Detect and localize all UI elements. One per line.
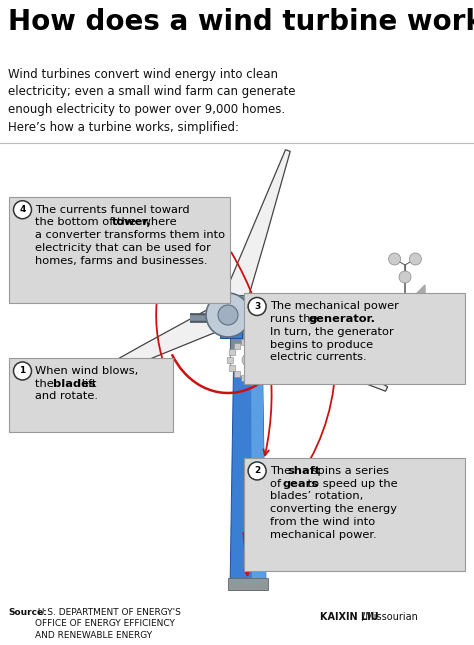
Text: electricity that can be used for: electricity that can be used for <box>36 243 211 253</box>
FancyBboxPatch shape <box>249 339 255 346</box>
Circle shape <box>399 271 411 283</box>
Text: of: of <box>270 479 285 489</box>
Text: The currents funnel toward: The currents funnel toward <box>36 204 190 215</box>
FancyBboxPatch shape <box>234 343 240 349</box>
Polygon shape <box>230 335 266 590</box>
Text: U.S. DEPARTMENT OF ENERGY'S
OFFICE OF ENERGY EFFICIENCY
AND RENEWABLE ENERGY: U.S. DEPARTMENT OF ENERGY'S OFFICE OF EN… <box>35 608 181 640</box>
FancyBboxPatch shape <box>263 357 269 363</box>
Text: begins to produce: begins to produce <box>270 340 373 350</box>
FancyBboxPatch shape <box>9 358 173 432</box>
Text: the bottom of the: the bottom of the <box>36 217 140 228</box>
Text: gears: gears <box>283 479 319 489</box>
FancyBboxPatch shape <box>229 365 235 371</box>
Ellipse shape <box>292 303 347 341</box>
Text: electric currents.: electric currents. <box>270 352 367 362</box>
Circle shape <box>206 293 250 337</box>
Circle shape <box>242 354 254 366</box>
Circle shape <box>389 253 401 265</box>
FancyBboxPatch shape <box>249 375 255 381</box>
Text: and rotate.: and rotate. <box>36 392 99 401</box>
Text: KAIXIN LIU: KAIXIN LIU <box>320 612 379 622</box>
Text: spins a series: spins a series <box>309 466 390 476</box>
FancyBboxPatch shape <box>228 578 268 590</box>
Text: blades’ rotation,: blades’ rotation, <box>270 491 364 501</box>
FancyBboxPatch shape <box>355 312 371 328</box>
Text: a converter transforms them into: a converter transforms them into <box>36 230 226 240</box>
Text: The mechanical power: The mechanical power <box>270 301 399 312</box>
Text: generator.: generator. <box>309 314 375 324</box>
Text: When wind blows,: When wind blows, <box>36 366 139 376</box>
FancyBboxPatch shape <box>229 349 235 355</box>
FancyBboxPatch shape <box>244 458 465 571</box>
Text: the: the <box>36 379 58 389</box>
Text: where: where <box>138 217 176 228</box>
Text: lift: lift <box>78 379 97 389</box>
FancyBboxPatch shape <box>220 303 242 338</box>
Circle shape <box>410 253 421 265</box>
FancyBboxPatch shape <box>261 349 267 355</box>
FancyBboxPatch shape <box>261 365 267 371</box>
Circle shape <box>13 362 31 380</box>
Polygon shape <box>417 285 425 300</box>
FancyBboxPatch shape <box>241 339 247 346</box>
Text: In turn, the generator: In turn, the generator <box>270 327 394 337</box>
FancyBboxPatch shape <box>230 295 350 350</box>
Text: blades: blades <box>53 379 95 389</box>
FancyBboxPatch shape <box>244 293 465 384</box>
FancyBboxPatch shape <box>9 197 230 303</box>
Text: from the wind into: from the wind into <box>270 517 375 527</box>
FancyBboxPatch shape <box>256 371 262 377</box>
Text: converting the energy: converting the energy <box>270 504 397 514</box>
Circle shape <box>230 342 266 378</box>
Text: runs the: runs the <box>270 314 321 324</box>
Polygon shape <box>222 301 388 392</box>
Text: The: The <box>270 466 295 476</box>
Circle shape <box>218 305 238 325</box>
Text: /Missourian: /Missourian <box>362 612 418 622</box>
Polygon shape <box>251 335 266 590</box>
FancyBboxPatch shape <box>241 375 247 381</box>
Text: shaft: shaft <box>287 466 320 476</box>
FancyBboxPatch shape <box>256 343 262 349</box>
Circle shape <box>13 201 31 219</box>
Text: tower,: tower, <box>112 217 152 228</box>
Text: Source:: Source: <box>8 608 47 617</box>
Polygon shape <box>68 301 234 392</box>
Text: mechanical power.: mechanical power. <box>270 530 377 539</box>
FancyBboxPatch shape <box>227 357 233 363</box>
Polygon shape <box>214 150 290 320</box>
FancyBboxPatch shape <box>234 371 240 377</box>
Text: 1: 1 <box>19 366 26 375</box>
Text: How does a wind turbine work?: How does a wind turbine work? <box>8 8 474 36</box>
Text: 4: 4 <box>19 205 26 214</box>
Text: homes, farms and businesses.: homes, farms and businesses. <box>36 255 208 266</box>
Text: 3: 3 <box>254 302 260 311</box>
Text: to speed up the: to speed up the <box>304 479 398 489</box>
Text: Wind turbines convert wind energy into clean
electricity; even a small wind farm: Wind turbines convert wind energy into c… <box>8 68 295 134</box>
Text: 2: 2 <box>254 466 260 475</box>
Circle shape <box>248 462 266 480</box>
Circle shape <box>248 297 266 315</box>
FancyBboxPatch shape <box>305 314 335 330</box>
